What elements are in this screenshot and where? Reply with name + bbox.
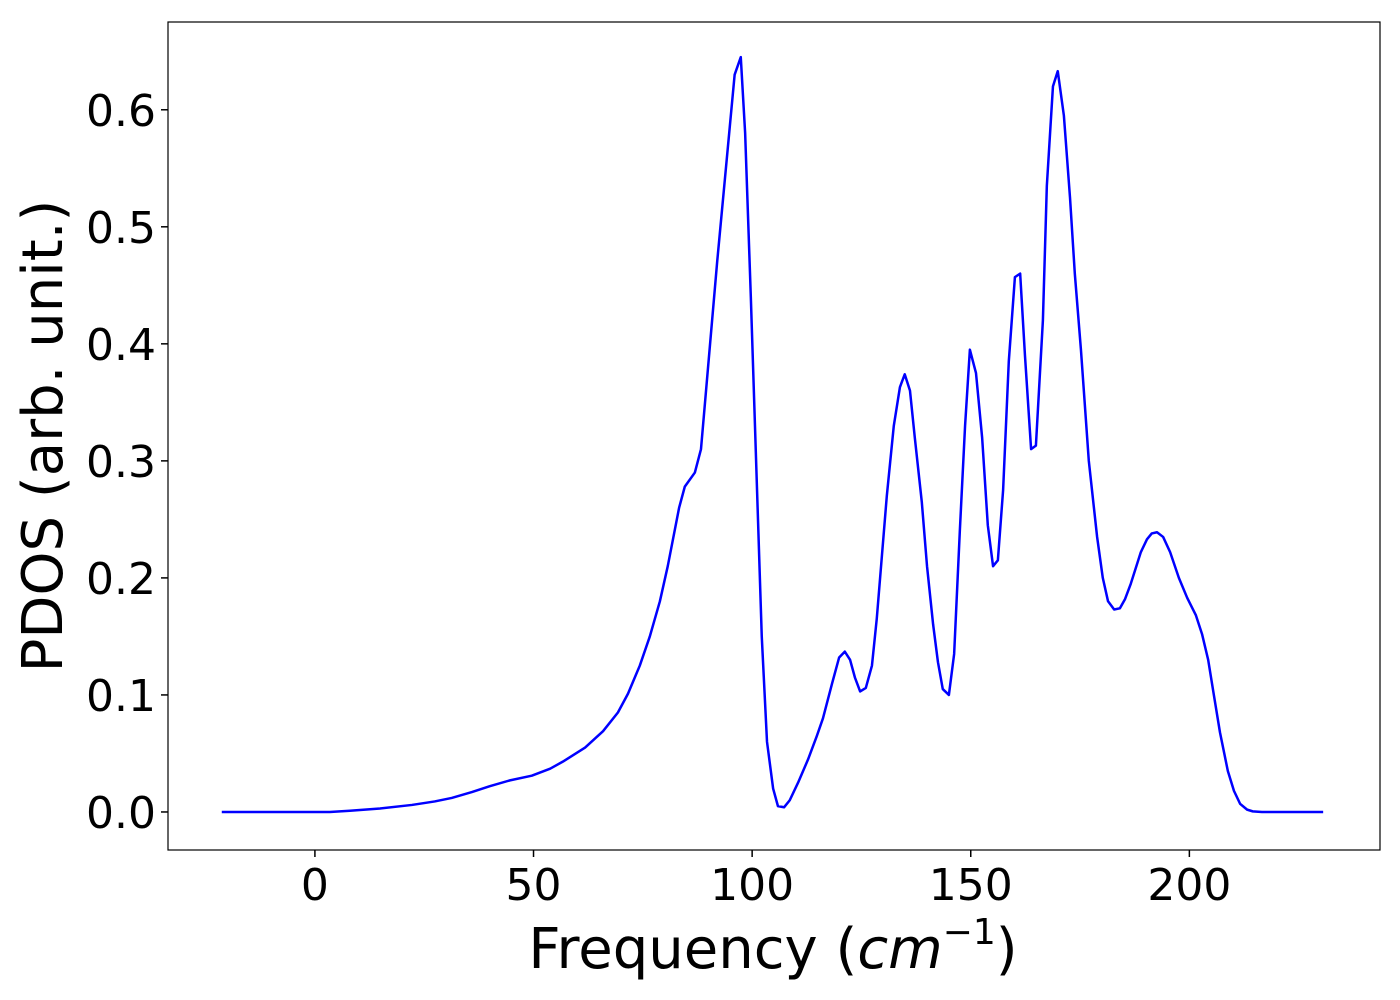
y-tick-label: 0.3 (86, 437, 156, 488)
x-axis-label: Frequency (cm−1) (528, 912, 1017, 982)
y-tick-label: 0.4 (86, 320, 156, 371)
y-axis-label: PDOS (arb. unit.) (11, 200, 76, 673)
y-tick-label: 0.6 (86, 86, 156, 137)
x-tick-label: 50 (506, 860, 562, 911)
y-tick-label: 0.0 (86, 788, 156, 839)
x-tick-label: 150 (929, 860, 1013, 911)
x-tick-label: 0 (301, 860, 329, 911)
x-tick-label: 100 (710, 860, 794, 911)
x-tick-label: 200 (1147, 860, 1231, 911)
y-tick-label: 0.2 (86, 554, 156, 605)
line-series (221, 55, 1324, 814)
y-tick-label: 0.5 (86, 203, 156, 254)
y-tick-label: 0.1 (86, 671, 156, 722)
plot-frame (167, 21, 1381, 851)
